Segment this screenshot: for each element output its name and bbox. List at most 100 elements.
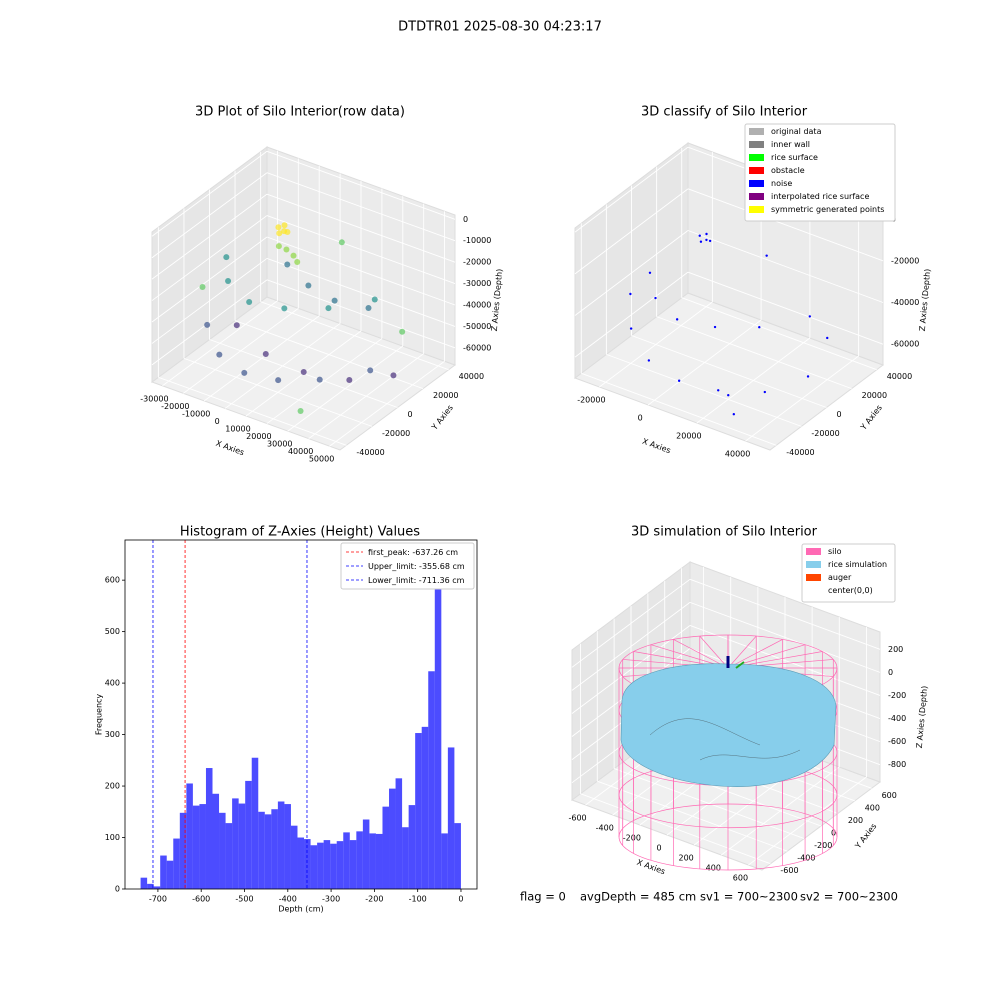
data-point	[283, 246, 290, 253]
legend-swatch	[749, 128, 764, 135]
grid-line	[151, 258, 268, 344]
grid-line	[266, 193, 456, 263]
data-point	[698, 234, 701, 237]
bar	[408, 805, 416, 889]
bar	[153, 886, 161, 889]
legend-box	[340, 542, 475, 590]
bar	[336, 841, 344, 889]
x-tick-label: -600	[192, 895, 210, 904]
data-point	[294, 258, 301, 265]
data-point	[262, 351, 269, 358]
bar	[447, 747, 455, 889]
bar	[192, 805, 200, 889]
chart-title: 3D Plot of Silo Interior(row data)	[195, 105, 405, 120]
bar	[284, 804, 291, 889]
x-tick-label: 10000	[225, 425, 250, 434]
grid-line	[687, 230, 884, 303]
grid-line	[580, 793, 771, 865]
legend-label: first_peak: -637.26 cm	[368, 548, 458, 557]
silo-spoke	[727, 639, 783, 669]
y-tick-label: 200	[105, 782, 120, 791]
grid-line	[158, 376, 347, 446]
surface-contour	[649, 718, 801, 761]
grid-line	[260, 301, 449, 371]
grid-line	[266, 172, 456, 242]
x-tick-label: 20000	[676, 432, 701, 441]
bar	[271, 809, 278, 889]
data-point	[708, 239, 712, 243]
x-tick-label: 0	[458, 895, 463, 904]
legend-label: silo	[828, 547, 842, 556]
data-point	[763, 390, 767, 394]
data-point	[806, 375, 810, 378]
grid-line	[689, 625, 881, 696]
bar	[395, 778, 403, 889]
silo-spoke	[699, 635, 729, 669]
bar	[205, 768, 213, 889]
y-tick-label: -20000	[811, 429, 839, 438]
z-tick-label: -40000	[891, 298, 919, 307]
data-point	[765, 254, 768, 257]
data-point	[223, 254, 230, 261]
x-tick-label: -30000	[140, 394, 168, 403]
x-tick-label: 600	[733, 874, 748, 883]
data-point	[275, 243, 282, 250]
z-tick-label: -50000	[463, 322, 491, 331]
legend-label: noise	[771, 179, 792, 188]
legend-label: interpolated rice surface	[771, 192, 869, 201]
bar	[219, 812, 226, 889]
data-point	[705, 232, 708, 236]
data-point	[281, 222, 288, 229]
grid-line	[266, 279, 456, 349]
bar	[375, 833, 383, 889]
y-tick-label: 40000	[459, 372, 484, 381]
data-point	[281, 228, 288, 235]
data-point	[275, 224, 282, 231]
y-tick-label: 100	[105, 833, 120, 842]
data-point	[808, 315, 812, 318]
bar	[343, 832, 350, 889]
y-tick-label: 0	[837, 410, 842, 419]
x-tick-label: 0	[656, 844, 661, 853]
data-point	[367, 367, 374, 374]
bar	[441, 833, 448, 889]
grid-line	[613, 768, 805, 839]
data-point	[290, 252, 297, 259]
data-point	[629, 292, 632, 296]
bar	[160, 855, 167, 889]
y-tick-label: -20000	[382, 429, 410, 438]
legend-label: inner wall	[771, 140, 810, 149]
y-tick-label: 400	[865, 803, 880, 812]
bar	[310, 845, 318, 889]
z-tick-label: -800	[888, 760, 906, 769]
data-point	[316, 376, 323, 383]
y-tick-label: -40000	[356, 448, 384, 457]
bar	[245, 780, 252, 889]
data-point	[346, 376, 353, 383]
bar	[317, 842, 324, 889]
z-tick-label: -20000	[891, 256, 919, 265]
z-tick-label: -200	[888, 691, 906, 700]
grid-line	[606, 353, 802, 427]
bar	[238, 803, 246, 889]
data-point	[246, 299, 253, 306]
data-point	[399, 328, 406, 335]
grid-line	[574, 271, 689, 358]
auger-tip	[735, 661, 745, 669]
legend-swatch	[806, 574, 821, 581]
data-point	[241, 369, 248, 376]
grid-line	[574, 230, 689, 316]
x-tick-label: 0	[638, 414, 643, 423]
data-point	[717, 389, 720, 392]
bar	[258, 811, 265, 889]
x-tick-label: 50000	[309, 455, 334, 464]
y-tick-label: 600	[105, 576, 120, 585]
legend-swatch	[806, 548, 821, 555]
chart-title: 3D simulation of Silo Interior	[631, 525, 818, 540]
x-tick-label: -10000	[182, 409, 210, 418]
x-tick-label: 200	[679, 854, 694, 863]
plots: -30000-20000-100000100002000030000400005…	[95, 123, 932, 914]
z-tick-label: -30000	[463, 279, 491, 288]
y-tick-label: 0	[115, 885, 120, 894]
z-tick-label: -400	[888, 714, 906, 723]
